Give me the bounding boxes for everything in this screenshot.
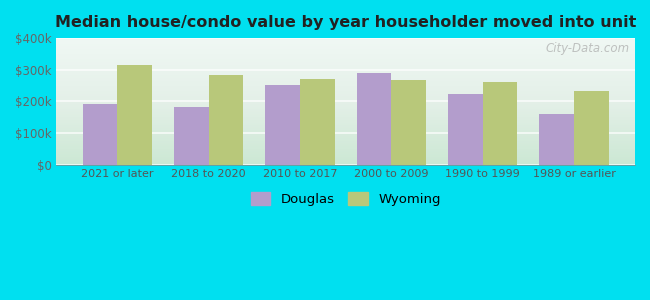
Bar [357, 73, 391, 165]
Title: Median house/condo value by year householder moved into unit: Median house/condo value by year househo… [55, 15, 636, 30]
Bar [574, 91, 608, 165]
Legend: Douglas, Wyoming: Douglas, Wyoming [245, 186, 446, 211]
Bar [174, 107, 209, 165]
Bar [265, 85, 300, 165]
Bar [483, 82, 517, 165]
Bar [540, 114, 574, 165]
Text: City-Data.com: City-Data.com [545, 42, 629, 55]
Bar [391, 80, 426, 165]
Bar [300, 79, 335, 165]
Bar [209, 75, 244, 165]
Bar [448, 94, 483, 165]
Bar [83, 103, 118, 165]
Bar [118, 65, 152, 165]
